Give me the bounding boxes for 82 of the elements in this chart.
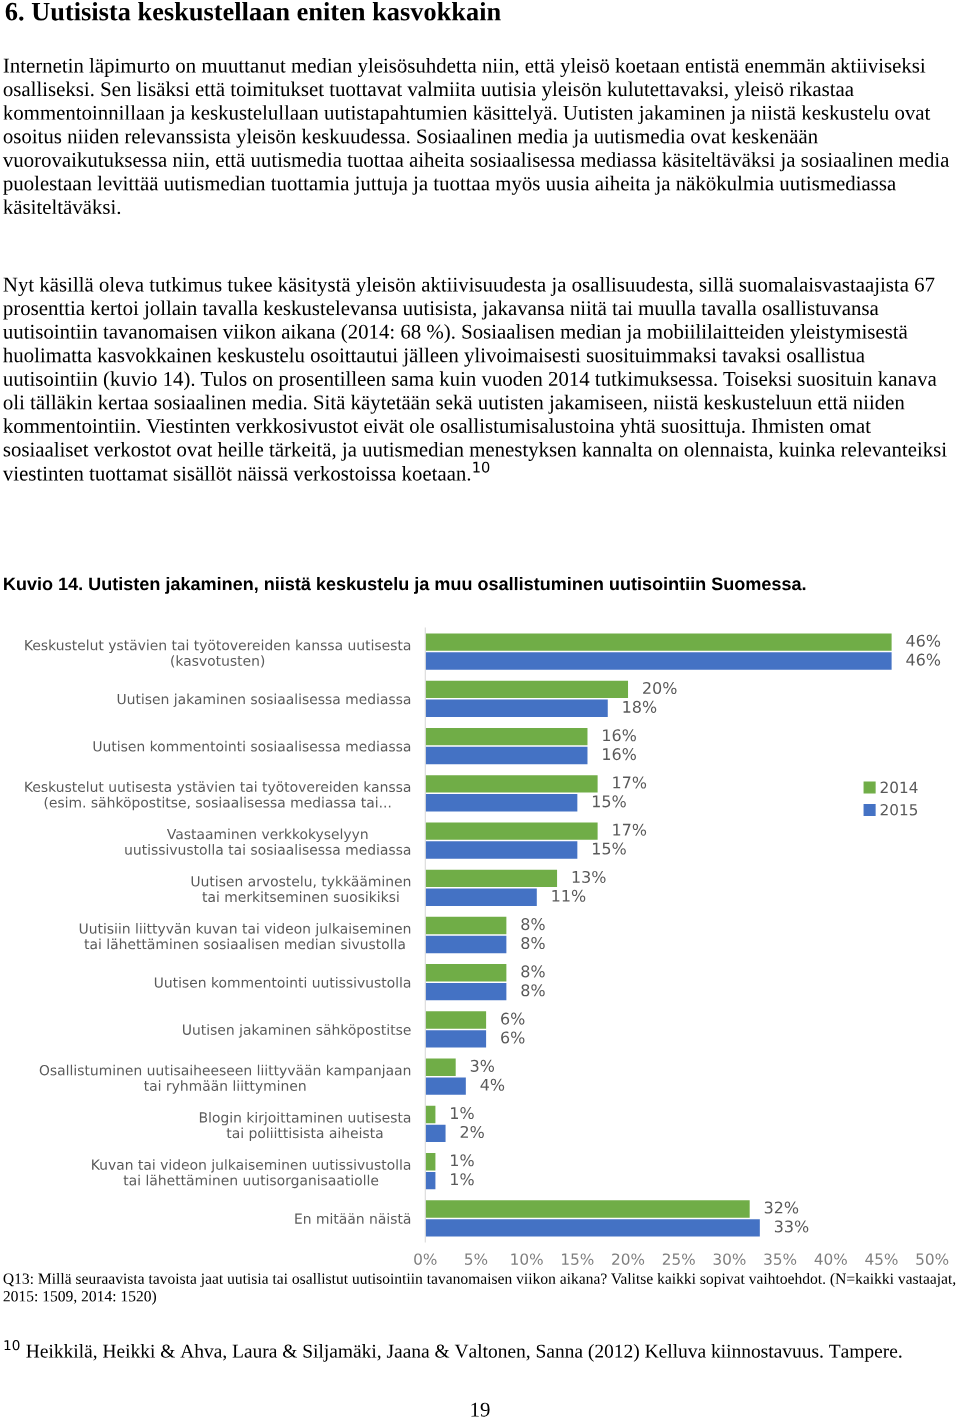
bar — [425, 822, 598, 840]
bar — [425, 1124, 446, 1143]
bar — [425, 935, 507, 954]
x-tick-label: 20% — [612, 1253, 645, 1265]
chart-subtitle: Kuvio 14. Uutisten jakaminen, niistä keskustelu ja muu osallistuminen uutisointiin Suomessa. — [4, 577, 806, 594]
y-tick-label: Keskustelut ystävien tai työtovereiden kanssa uutisesta (kasvotusten) — [25, 639, 411, 668]
data-label: 8% — [521, 984, 545, 997]
bar — [425, 1011, 487, 1029]
x-tick-label: 30% — [713, 1253, 746, 1265]
x-tick-label: 45% — [865, 1253, 898, 1265]
data-label: 15% — [592, 842, 626, 855]
y-tick-label: Uutisen jakaminen sähköpostitse — [183, 1024, 411, 1038]
y-tick-label: Kuvan tai videon julkaiseminen uutissivustolla tai lähettäminen uutisorganisaatiolle — [92, 1159, 411, 1189]
data-label: 13% — [572, 870, 606, 883]
data-label: 18% — [623, 700, 657, 713]
legend-label: 2014 — [880, 781, 918, 794]
text: $^{10}$ Heikkilä, Heikki & Ahva, Laura & Siljamäki, Jaana & Valtonen, Sanna (2012) Kelluva kiinnostavuus. Tampere. — [4, 1340, 902, 1362]
x-tick-label: 10% — [511, 1253, 543, 1265]
text: Nyt käsillä oleva tutkimus tukee käsitystä yleisön aktiivisuudesta ja osallisuudesta, sillä suomalaisvastaajista 67 prosenttia kertoi jollain tavalla keskustelevansa uutisista, jakavansa niitä tai muulla tavalla osallistuvansa uutisointiin tavanomaisen viikon aikana (2014: 68 %). Sosiaalisen median ja mobiililaitteiden yleistymisestä huolimatta kasvokkainen keskustelu osoittautui jälleen ylivoimaisesti suosituimmaksi tavaksi osallistua uutisointiin (kuvio 14). Tulos on prosentilleen sama kuin vuoden 2014 tutkimuksessa. Toiseksi suosituin kanava oli tälläkin kertaa sosiaalinen media. Sitä käytetään sekä uutisten jakamiseen, niistä keskusteluun että niiden kommentointiin. Viestinten verkkosivustot eivät ole osallistumisalustoina yhtä suosittuja. Ihmisten omat sosiaaliset verkostot ovat heille tärkeitä, ja uutismedian menestyksen kannalta on olennaista, kuinka relevanteiksi viestinten tuottamat sisällöt näissä verkostoissa koetaan.$^{10}$ — [2, 277, 947, 481]
x-tick-label: 50% — [916, 1253, 949, 1265]
y-tick-label: Blogin kirjoittaminen uutisesta tai poliittisista aiheista — [199, 1111, 411, 1141]
y-tick-label: Uutisen kommentointi uutissivustolla — [154, 976, 411, 988]
data-label: 8% — [521, 937, 545, 950]
data-label: 3% — [470, 1059, 495, 1072]
bar — [425, 869, 558, 888]
data-label: 6% — [501, 1012, 525, 1025]
data-label: 1% — [451, 1107, 474, 1120]
bar — [425, 982, 507, 1001]
y-tick-label: Osallistuminen uutisaiheeseen liittyvään kampanjaan tai ryhmään liittyminen — [39, 1064, 411, 1094]
data-label: 6% — [501, 1031, 525, 1044]
chart-title: 6. Uutisista keskustellaan eniten kasvokkain — [5, 2, 501, 21]
data-label: 4% — [480, 1078, 505, 1091]
bar — [425, 1219, 760, 1237]
data-label: 15% — [592, 795, 626, 808]
y-tick-label: Keskustelut uutisesta ystävien tai työtovereiden kanssa (esim. sähköpostitse, sosiaalisessa mediassa tai... — [25, 781, 411, 811]
y-tick-label: Uutisen kommentointi sosiaalisessa mediassa — [93, 740, 411, 752]
bar — [425, 1058, 456, 1076]
data-label: 2% — [460, 1125, 484, 1138]
bar — [425, 1030, 487, 1048]
x-tick-label: 15% — [562, 1253, 594, 1265]
bar — [425, 916, 507, 935]
bar — [425, 699, 608, 717]
x-tick-label: 0% — [414, 1253, 437, 1265]
y-tick-label: En mitään näistä — [295, 1213, 411, 1224]
bar — [425, 727, 588, 746]
bar — [425, 680, 629, 699]
bar — [425, 746, 588, 765]
text: Q13: Millä seuraavista tavoista jaat uutisia tai osallistut uutisointiin tavanomaisen viikon aikana? Valitse kaikki sopivat vaihtoehdot. (N=kaikki vastaajat, 2015: 1509, 2014: 1520) — [3, 1273, 956, 1305]
x-tick-label: 35% — [764, 1253, 797, 1265]
data-label: 17% — [613, 823, 647, 836]
text: Internetin läpimurto on muuttanut median yleisösuhdetta niin, että yleisö koetaan entistä enemmän aktiiviseksi osalliseksi. Sen lisäksi että toimitukset tuottavat valmiita uutisia yleisön kulutettavaksi, yleisö rikastaa kommentoinnillaan ja keskustelullaan uutistapahtumien käsittelyä. Uutisten jakaminen ja niistä keskustelu ovat osoitus niiden relevanssista yleisön keskuudessa. Sosiaalinen media ja uutismedia ovat keskenään vuorovaikutuksessa niin, että uutismedia tuottaa aiheita sosiaalisessa mediassa käsiteltäväksi ja sosiaalinen media puolestaan levittää uutismedian tuottamia juttuja ja tuottaa myös uusia aiheita ja näkökulmia uutismediassa käsiteltäväksi. — [2, 58, 950, 215]
x-tick-label: 25% — [662, 1253, 695, 1265]
data-label: 20% — [643, 681, 677, 695]
x-tick-label: 40% — [814, 1253, 847, 1265]
bar — [425, 964, 507, 982]
data-label: 16% — [603, 729, 636, 742]
text: 19 — [471, 1402, 490, 1417]
bar — [425, 841, 578, 859]
legend-label: 2015 — [880, 804, 918, 816]
y-tick-label: Uutisiin liittyvän kuvan tai videon julkaiseminen tai lähettäminen sosiaalisen median sivustolla — [79, 923, 411, 950]
data-label: 33% — [774, 1220, 809, 1233]
data-label: 46% — [906, 653, 941, 666]
x-tick-label: 5% — [465, 1253, 488, 1265]
bar — [425, 888, 537, 906]
bar — [425, 1200, 750, 1218]
bar — [425, 794, 578, 812]
bar — [425, 775, 598, 793]
data-label: 11% — [552, 889, 586, 902]
data-label: 17% — [613, 776, 647, 789]
y-tick-label: Uutisen arvostelu, tykkääminen tai merkitseminen suosikiksi — [191, 875, 411, 903]
data-label: 8% — [521, 918, 545, 931]
data-label: 1% — [451, 1173, 474, 1186]
data-label: 46% — [906, 634, 941, 647]
data-label: 8% — [521, 965, 545, 978]
y-tick-label: Vastaaminen verkkokyselyyn uutissivustolla tai sosiaalisessa mediassa — [125, 828, 411, 855]
data-label: 1% — [451, 1154, 474, 1167]
data-label: 32% — [764, 1201, 799, 1214]
bar — [425, 652, 892, 670]
bar — [425, 633, 892, 651]
y-tick-label: Uutisen jakaminen sosiaalisessa mediassa — [117, 693, 411, 708]
bar — [425, 1077, 466, 1095]
data-label: 16% — [603, 748, 636, 761]
